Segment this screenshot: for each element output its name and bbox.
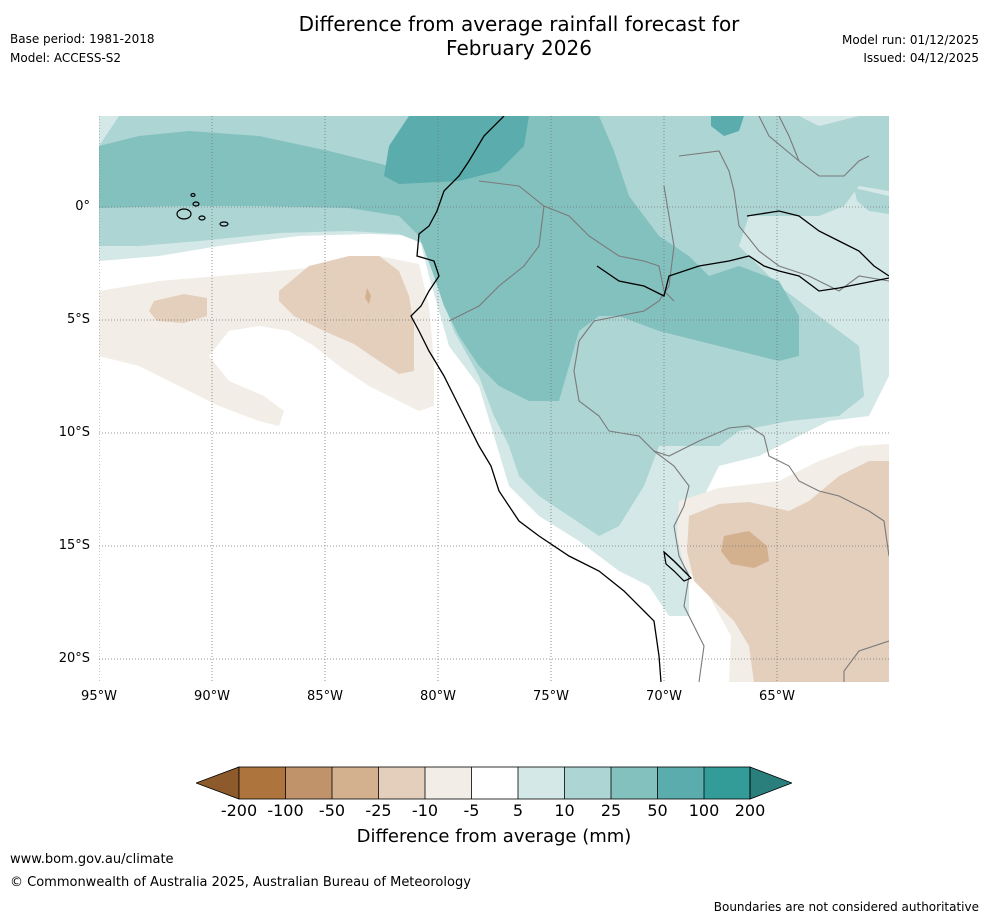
- galapagos-islands: [176, 192, 229, 227]
- colorbar-tick: -5: [463, 801, 480, 820]
- base-period: Base period: 1981-2018: [10, 32, 155, 46]
- dry-25-50-patch-se: [721, 531, 769, 568]
- colorbar-tick: 5: [512, 801, 524, 820]
- issued-date: Issued: 04/12/2025: [863, 51, 979, 65]
- wet-50-100-region-small: [711, 116, 744, 136]
- colorbar-tick: 10: [554, 801, 575, 820]
- colorbar-dividers: [238, 766, 751, 800]
- colorbar-tick: 25: [600, 801, 622, 820]
- colorbar-below-min: [196, 766, 240, 800]
- dry-10-25-patch-small: [149, 294, 207, 323]
- website-link[interactable]: www.bom.gov.au/climate: [10, 852, 174, 867]
- graticule: [99, 116, 889, 682]
- colorbar-wet-50-100: [657, 767, 704, 799]
- lon-label-65w: 65°W: [759, 689, 795, 704]
- wet-50-100-region: [384, 116, 529, 184]
- colorbar-tick: -25: [365, 801, 392, 820]
- model-run: Model run: 01/12/2025: [841, 33, 979, 47]
- colorbar-dry-50-100: [285, 767, 332, 799]
- copyright: © Commonwealth of Australia 2025, Austra…: [10, 875, 471, 890]
- colorbar-tick: -100: [267, 801, 304, 820]
- dry-10-25-region-west: [279, 256, 414, 374]
- dry-25-50-spot: [365, 288, 371, 304]
- colorbar-tick: 200: [734, 801, 766, 820]
- colorbar-dry-25-50: [332, 767, 379, 799]
- wet-25-50-region: [99, 116, 799, 401]
- dry-10-25-region-se: [687, 461, 889, 682]
- colorbar: [196, 766, 792, 800]
- colorbar-wet-5-10: [518, 767, 565, 799]
- lat-label-0: 0°: [75, 199, 90, 214]
- rainfall-map-svg: [99, 116, 889, 682]
- map-title: Difference from average rainfall forecas…: [244, 12, 794, 60]
- rainfall-map: [99, 116, 889, 682]
- disclaimer: Boundaries are not considered authoritat…: [713, 900, 979, 914]
- colorbar-tick: 100: [688, 801, 720, 820]
- colorbar-dry-5-10: [425, 767, 472, 799]
- lat-label-10s: 10°S: [58, 425, 90, 440]
- colorbar-above-max: [749, 766, 792, 800]
- title-line-1: Difference from average rainfall forecas…: [298, 12, 740, 36]
- title-line-2: February 2026: [446, 36, 592, 60]
- model-name: Model: ACCESS-S2: [10, 51, 122, 65]
- lon-label-90w: 90°W: [194, 689, 230, 704]
- lat-label-5s: 5°S: [66, 312, 90, 327]
- colorbar-wet-100-200: [704, 767, 750, 799]
- wet-10-25-patch-ne: [854, 188, 889, 214]
- lon-label-70w: 70°W: [646, 689, 682, 704]
- lat-label-20s: 20°S: [58, 651, 90, 666]
- lat-label-15s: 15°S: [58, 538, 90, 553]
- colorbar-title: Difference from average (mm): [356, 826, 632, 847]
- colorbar-wet-25-50: [611, 767, 658, 799]
- lon-label-75w: 75°W: [533, 689, 569, 704]
- colorbar-neutral: [471, 767, 518, 799]
- colorbar-tick: -10: [411, 801, 439, 820]
- colorbar-dry-10-25: [378, 767, 425, 799]
- colorbar-dry-100-200: [239, 767, 286, 799]
- lon-label-95w: 95°W: [81, 689, 117, 704]
- lake-titicaca: [663, 550, 693, 582]
- colorbar-tick: 50: [647, 801, 668, 820]
- country-borders: [448, 116, 889, 682]
- lon-label-80w: 80°W: [420, 689, 456, 704]
- colorbar-tick: -50: [318, 801, 346, 820]
- lon-label-85w: 85°W: [307, 689, 343, 704]
- neutral-hole-west: [209, 326, 359, 386]
- colorbar-tick: -200: [220, 801, 258, 820]
- colorbar-wet-10-25: [564, 767, 611, 799]
